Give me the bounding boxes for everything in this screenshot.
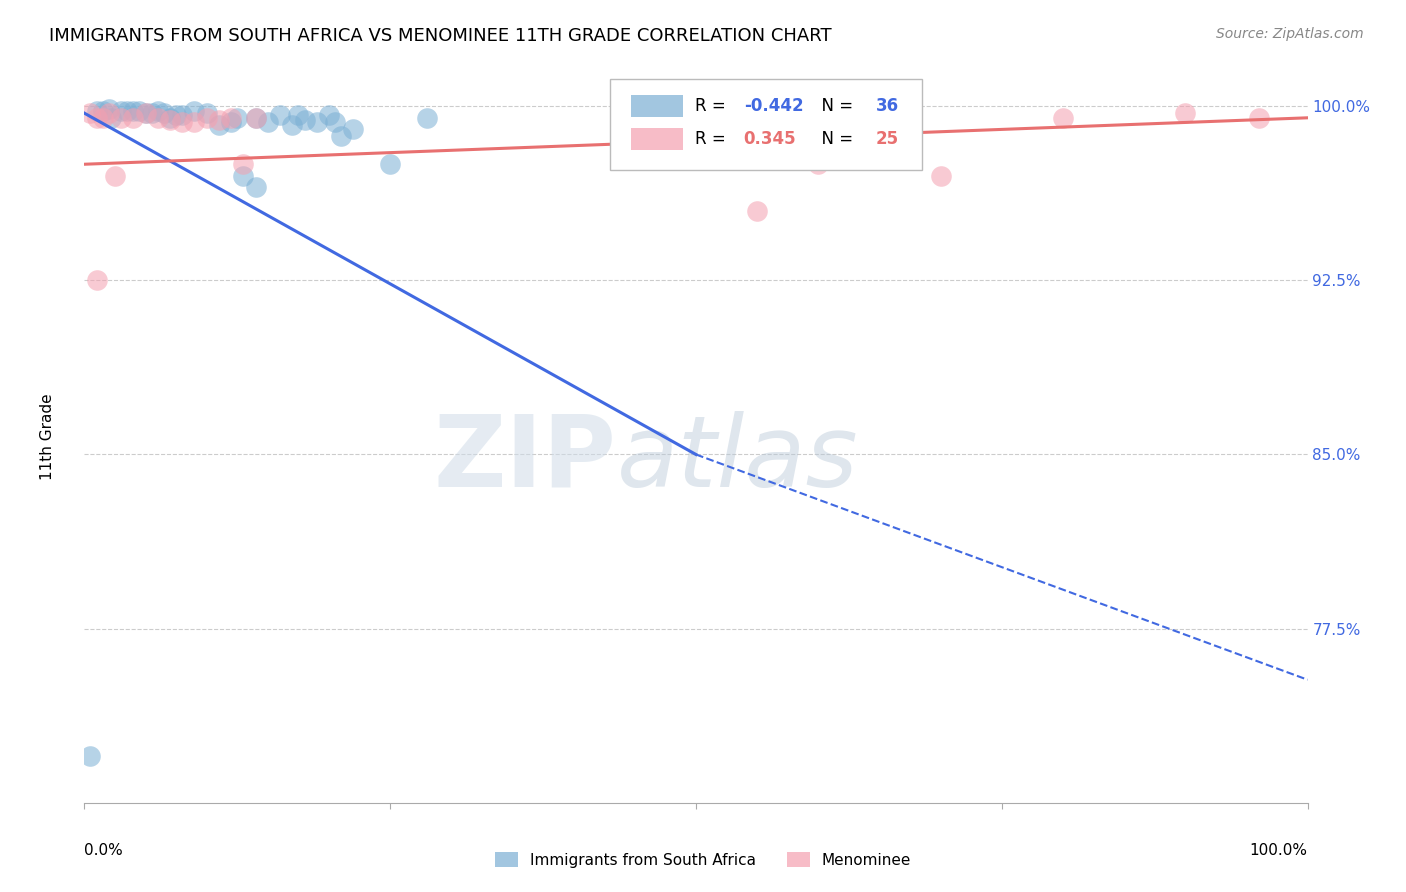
Point [232, 169, 254, 183]
Point [100, 111, 122, 125]
Text: 0.0%: 0.0% [84, 843, 124, 858]
Text: 36: 36 [876, 97, 898, 115]
Point [86, 111, 108, 125]
Point [747, 203, 769, 218]
Point [146, 111, 169, 125]
Point [91, 111, 114, 125]
Point [330, 129, 353, 144]
Text: R =: R = [695, 130, 735, 148]
Point [195, 106, 218, 120]
Point [219, 111, 242, 125]
Text: 100.0%: 100.0% [1250, 843, 1308, 858]
Point [183, 115, 205, 129]
Point [380, 157, 402, 171]
Text: IMMIGRANTS FROM SOUTH AFRICA VS MENOMINEE 11TH GRADE CORRELATION CHART: IMMIGRANTS FROM SOUTH AFRICA VS MENOMINE… [49, 27, 832, 45]
Point [79, 106, 101, 120]
Point [183, 103, 205, 118]
Point [135, 106, 157, 120]
Point [97, 106, 120, 120]
Point [219, 115, 242, 129]
Point [195, 111, 218, 125]
Point [245, 111, 267, 125]
Point [318, 108, 340, 122]
Text: atlas: atlas [616, 410, 858, 508]
Point [153, 106, 176, 120]
Point [1174, 106, 1197, 120]
Point [146, 103, 169, 118]
Point [305, 115, 328, 129]
Text: -0.442: -0.442 [744, 97, 803, 115]
FancyBboxPatch shape [610, 78, 922, 170]
Point [1052, 111, 1074, 125]
FancyBboxPatch shape [631, 95, 682, 118]
Point [91, 103, 114, 118]
Point [159, 113, 181, 128]
Point [122, 111, 145, 125]
Text: N =: N = [811, 97, 858, 115]
Point [86, 273, 108, 287]
Point [929, 169, 952, 183]
Point [208, 118, 231, 132]
Point [226, 111, 249, 125]
Point [135, 106, 157, 120]
Point [342, 122, 364, 136]
Text: R =: R = [695, 97, 731, 115]
Point [110, 103, 132, 118]
Point [323, 115, 346, 129]
Point [257, 115, 280, 129]
Point [110, 111, 132, 125]
Point [294, 113, 316, 128]
Point [128, 103, 150, 118]
Point [172, 115, 194, 129]
FancyBboxPatch shape [631, 128, 682, 151]
Legend: Immigrants from South Africa, Menominee: Immigrants from South Africa, Menominee [489, 846, 917, 873]
Text: 11th Grade: 11th Grade [41, 393, 55, 481]
Point [97, 102, 120, 116]
Point [807, 157, 830, 171]
Text: 25: 25 [876, 130, 898, 148]
Point [172, 108, 194, 122]
Point [269, 108, 291, 122]
Point [165, 108, 187, 122]
Point [287, 108, 309, 122]
Point [245, 180, 267, 194]
Point [115, 103, 138, 118]
Text: ZIP: ZIP [433, 410, 616, 508]
Point [208, 113, 231, 128]
Point [86, 103, 108, 118]
Point [122, 103, 145, 118]
Point [79, 749, 101, 764]
Point [232, 157, 254, 171]
Point [1247, 111, 1270, 125]
Point [281, 118, 304, 132]
Point [416, 111, 439, 125]
Point [159, 111, 181, 125]
Point [245, 111, 267, 125]
Point [141, 106, 163, 120]
Text: N =: N = [811, 130, 858, 148]
Point [685, 106, 707, 120]
Text: Source: ZipAtlas.com: Source: ZipAtlas.com [1216, 27, 1364, 41]
Point [104, 169, 127, 183]
Text: 0.345: 0.345 [744, 130, 796, 148]
